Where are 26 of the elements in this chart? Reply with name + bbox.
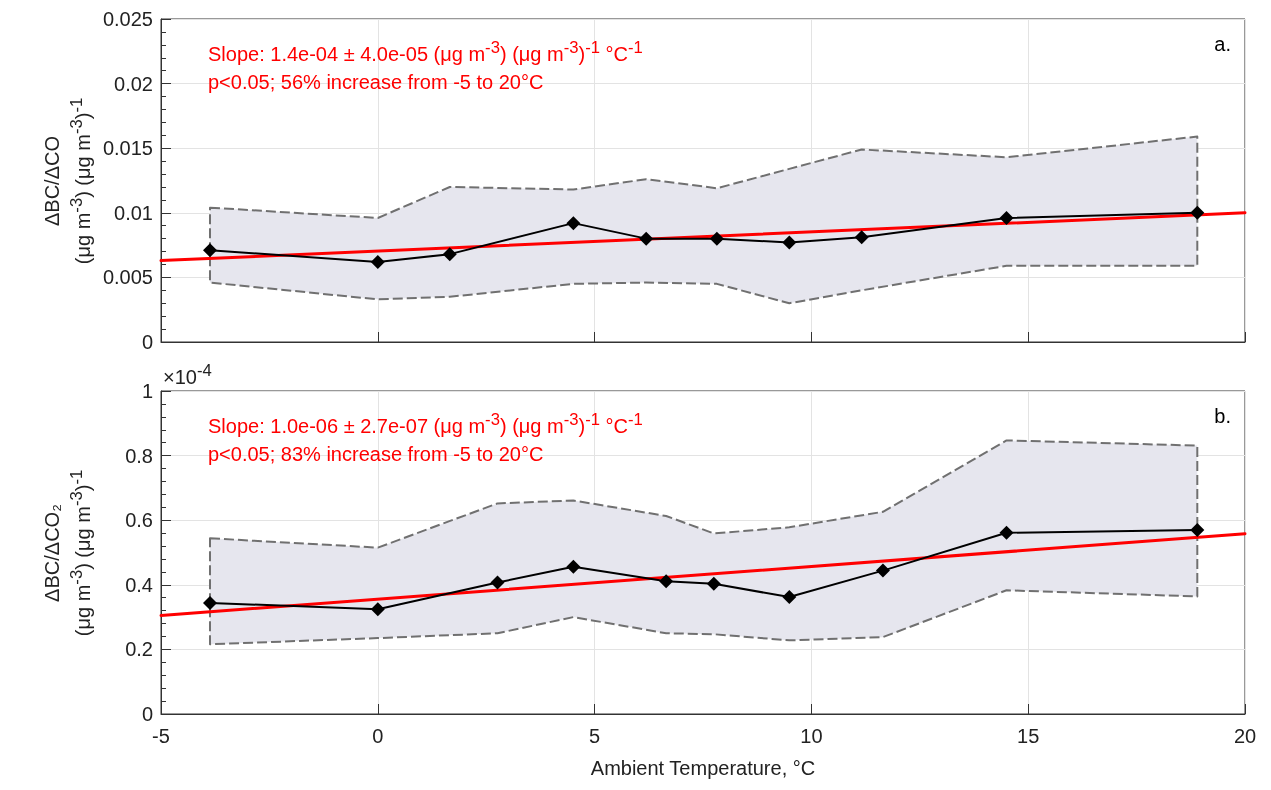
y-tick-label: 0.005 xyxy=(102,266,153,289)
annotation: b. xyxy=(1214,404,1231,428)
y-tick-label: 0.6 xyxy=(125,509,153,532)
annotation: Slope: 1.0e-06 ± 2.7e-07 (μg m$^{-3}$) (μg m$^{-3}$)$^{-1}$ °C$^{-1}$ xyxy=(208,410,643,438)
x-axis-title: Ambient Temperature, °C xyxy=(590,757,816,779)
y-tick-label: 0.025 xyxy=(102,8,153,30)
x-tick-label: 10 xyxy=(800,725,823,747)
x-tick-label: 5 xyxy=(589,725,601,747)
y-tick-label: 1 xyxy=(141,380,153,402)
x-tick-label: -5 xyxy=(152,725,170,747)
y-tick-label: 0.8 xyxy=(125,444,153,467)
y-tick-label: 0.2 xyxy=(125,638,153,661)
annotation: a. xyxy=(1214,32,1231,56)
x-tick-label: 20 xyxy=(1233,725,1257,747)
y-tick-label: 0 xyxy=(141,331,153,353)
y-tick-label: 0.01 xyxy=(114,201,153,224)
x-tick-label: 15 xyxy=(1017,725,1040,747)
annotation: p<0.05; 83% increase from -5 to 20°C xyxy=(208,442,544,466)
text: ×10$^{-4}$ xyxy=(163,361,212,389)
y-tick-label: 0 xyxy=(141,703,153,725)
y-tick-label: 0.02 xyxy=(114,72,153,95)
y-tick-label: 0.4 xyxy=(125,573,153,596)
y-tick-label: 0.015 xyxy=(102,137,153,160)
x-tick-label: 0 xyxy=(372,725,384,747)
annotation: Slope: 1.4e-04 ± 4.0e-05 (μg m$^{-3}$) (μg m$^{-3}$)$^{-1}$ °C$^{-1}$ xyxy=(208,38,643,66)
annotation: p<0.05; 56% increase from -5 to 20°C xyxy=(208,70,544,94)
